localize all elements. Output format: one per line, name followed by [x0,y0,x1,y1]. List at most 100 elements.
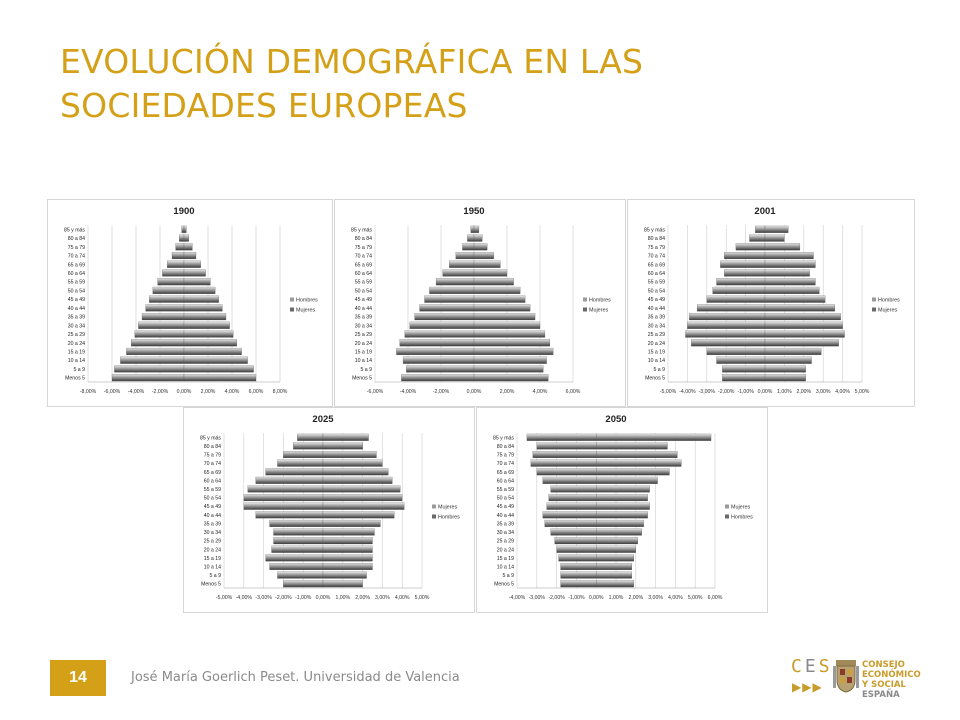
bar-mujeres-5 [542,476,597,484]
bar-mujeres-11 [473,321,541,329]
bar-hombres-16 [322,571,367,579]
legend-label: Hombres [731,515,753,521]
bar-hombres-17 [722,374,766,382]
bar-hombres-5 [322,476,393,484]
legend-swatch [583,297,587,302]
slide-title-line-1: EVOLUCIÓN DEMOGRÁFICA EN LAS [60,42,644,81]
y-category-label: 65 a 69 [355,262,372,268]
y-category-label: 75 a 79 [68,245,85,251]
chart-title: 2001 [754,206,776,217]
legend-label: Mujeres [878,308,897,314]
legend-swatch [725,514,729,519]
bar-hombres-0 [322,433,369,441]
bar-mujeres-14 [265,554,324,562]
x-tick-label: -3,00% [529,595,546,601]
bar-mujeres-6 [247,485,324,493]
bar-hombres-10 [689,313,766,321]
legend-label: Mujeres [438,505,457,511]
bar-hombres-3 [322,459,383,467]
pyramid-svg-1900: 1900 -8,00% -6,00% -4,00% -2,00% 0,00% 2,00% 4,… [64,206,318,395]
y-category-label: 85 y más [493,435,514,441]
x-tick-label: -4,00% [128,389,145,395]
y-category-label: 85 y más [64,227,85,233]
bar-hombres-17 [596,580,634,588]
bar-mujeres-14 [183,347,242,355]
y-category-label: 80 a 84 [204,444,221,450]
x-tick-label: -4,00% [236,595,253,601]
y-category-label: 25 a 29 [355,332,372,338]
bar-hombres-11 [687,321,766,329]
x-tick-label: 0,00% [758,389,773,395]
x-tick-label: 1,00% [609,595,624,601]
bar-hombres-0 [755,225,766,233]
bar-hombres-7 [429,286,475,294]
bar-hombres-4 [596,468,670,476]
y-category-label: 40 a 44 [68,306,85,312]
bar-mujeres-16 [277,571,324,579]
y-category-label: 45 a 49 [68,297,85,303]
y-category-label: 15 a 19 [68,349,85,355]
y-category-label: 15 a 19 [497,556,514,562]
ces-letter-c: C [791,656,803,677]
bar-hombres-3 [724,252,766,260]
y-category-label: 75 a 79 [497,453,514,459]
x-tick-label: -2,00% [433,389,450,395]
bar-mujeres-3 [473,252,494,260]
x-tick-label: -4,00% [509,595,526,601]
x-tick-label: -3,00% [699,389,716,395]
x-tick-label: -3,00% [255,595,272,601]
y-category-label: 50 a 54 [648,288,665,294]
x-tick-label: 5,00% [855,389,870,395]
bar-hombres-4 [720,260,766,268]
y-category-label: 35 a 39 [355,315,372,321]
y-category-label: 65 a 69 [648,262,665,268]
org-line-1: CONSEJO [862,660,905,670]
bar-hombres-9 [322,511,395,519]
bar-hombres-15 [322,562,373,570]
bar-hombres-3 [596,459,682,467]
y-category-label: 40 a 44 [648,306,665,312]
bar-mujeres-1 [536,442,597,450]
y-category-label: Menos 5 [65,376,85,382]
y-category-label: 45 a 49 [648,297,665,303]
x-tick-label: 0,00% [467,389,482,395]
bar-hombres-12 [596,537,638,545]
bar-mujeres-16 [473,365,544,373]
y-category-label: 20 a 24 [68,341,85,347]
y-category-label: 20 a 24 [648,341,665,347]
y-category-label: 40 a 44 [204,513,221,519]
y-category-label: 20 a 24 [355,341,372,347]
bar-mujeres-13 [473,339,551,347]
ces-letter-s: S [818,656,831,677]
y-category-label: 55 a 59 [204,487,221,493]
bar-mujeres-9 [542,511,597,519]
x-tick-label: 3,00% [816,389,831,395]
bar-mujeres-6 [764,278,816,286]
y-category-label: 80 a 84 [648,236,665,242]
page-number: 14 [50,660,106,696]
bar-hombres-11 [322,528,375,536]
bar-mujeres-4 [764,260,816,268]
x-tick-label: 2,00% [500,389,515,395]
bar-mujeres-10 [544,519,597,527]
legend-swatch [290,297,294,302]
bar-hombres-0 [596,433,712,441]
bar-mujeres-1 [293,442,324,450]
chart-title: 1950 [463,206,484,217]
bar-hombres-8 [424,295,475,303]
x-tick-label: -8,00% [80,389,97,395]
bar-mujeres-2 [764,243,801,251]
bar-mujeres-8 [243,502,324,510]
bar-hombres-14 [396,347,475,355]
slide-title: EVOLUCIÓN DEMOGRÁFICA EN LAS SOCIEDADES … [60,40,900,128]
bar-mujeres-0 [526,433,597,441]
bar-mujeres-0 [764,225,789,233]
bar-mujeres-8 [473,295,526,303]
bar-hombres-0 [470,225,475,233]
x-tick-label: -6,00% [367,389,384,395]
bar-hombres-12 [134,330,185,338]
bar-mujeres-3 [530,459,597,467]
bar-mujeres-12 [183,330,234,338]
bar-mujeres-17 [473,374,549,382]
bar-hombres-6 [435,278,475,286]
